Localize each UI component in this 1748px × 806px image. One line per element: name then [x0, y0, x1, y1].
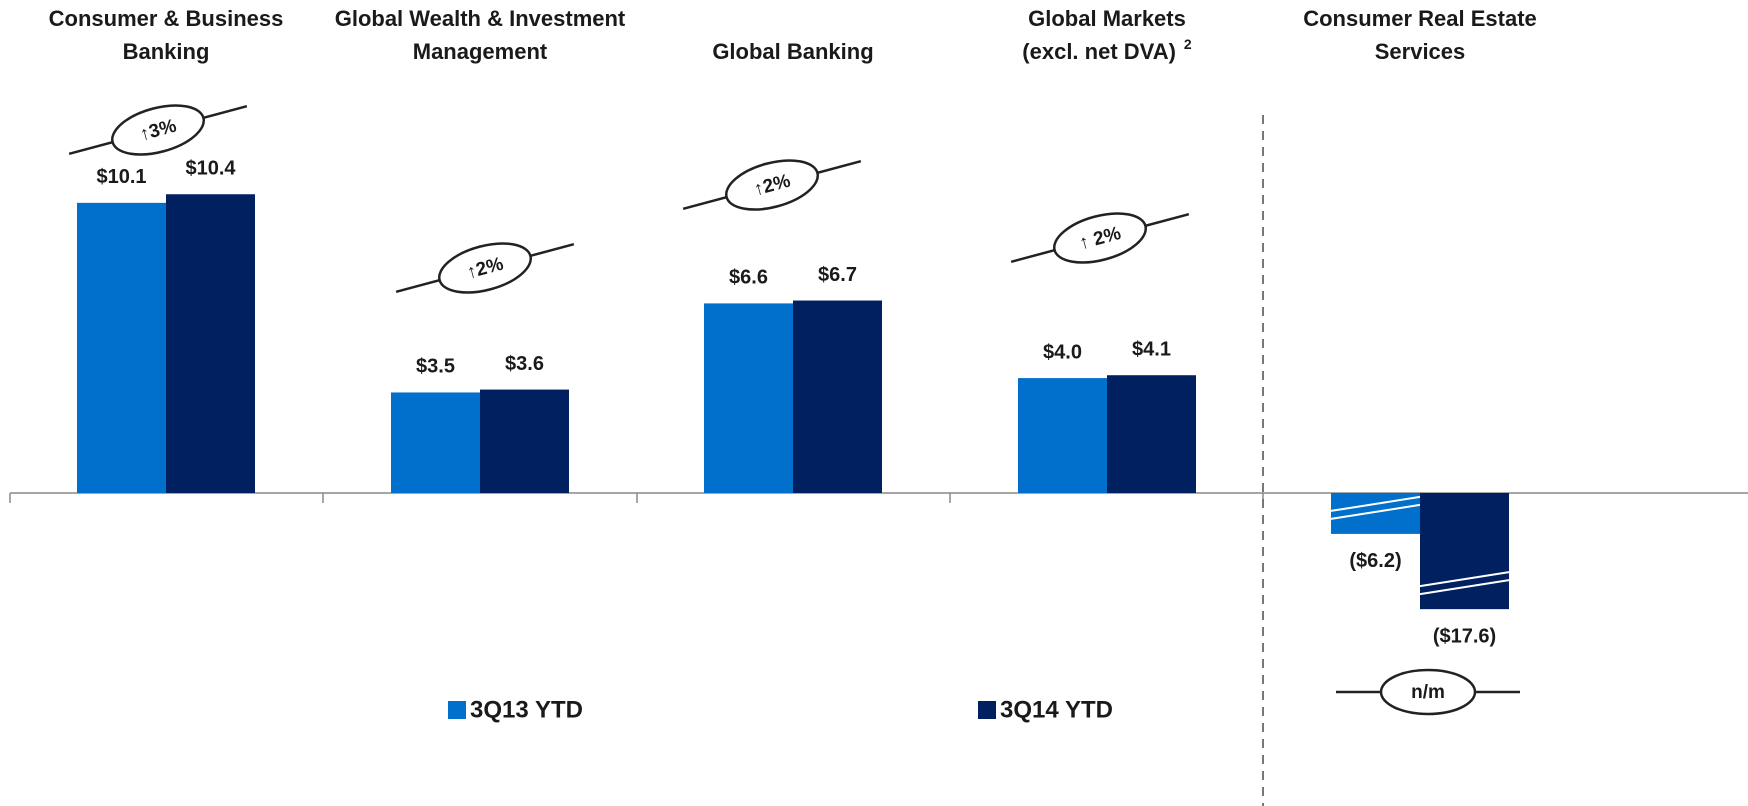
bar — [1107, 375, 1196, 493]
bar — [704, 303, 793, 493]
bar — [391, 392, 480, 493]
change-callout: n/m — [1336, 668, 1520, 716]
axis-break — [1330, 495, 1421, 512]
value-label: $6.7 — [818, 264, 857, 286]
category-label-line: Consumer Real Estate — [1303, 6, 1537, 31]
callout-ellipse — [1379, 668, 1477, 716]
value-label: $6.6 — [729, 267, 768, 289]
axis-break — [1419, 571, 1510, 588]
bar — [1018, 378, 1107, 493]
footnote-ref: 2 — [1184, 36, 1192, 52]
change-callout: ↑2% — [682, 159, 862, 211]
category-label: Global Markets — [1028, 6, 1186, 31]
bar — [1420, 493, 1509, 610]
legend-swatch — [448, 701, 466, 719]
change-callout: ↑ 2% — [1010, 212, 1190, 264]
category-label: Consumer & Business — [49, 6, 284, 31]
category-label: (excl. net DVA) 2 — [1022, 36, 1192, 64]
callout-ellipse — [110, 104, 206, 156]
legend-label: 3Q14 YTD — [1000, 696, 1113, 723]
category-label: Services — [1375, 39, 1466, 64]
category-label-line: Global Banking — [712, 39, 873, 64]
change-callout: ↑3% — [68, 104, 248, 156]
axis-break — [1330, 503, 1421, 520]
legend-label: 3Q13 YTD — [470, 696, 583, 723]
category-label-line: Consumer & Business — [49, 6, 284, 31]
category-label: Management — [413, 39, 548, 64]
callout-ellipse — [724, 159, 820, 211]
category-label-line: Banking — [123, 39, 210, 64]
bar — [480, 389, 569, 493]
value-label: $10.4 — [185, 158, 236, 180]
bar — [77, 202, 166, 493]
bar — [793, 300, 882, 493]
value-label: $4.1 — [1132, 338, 1171, 360]
value-label: $10.1 — [96, 166, 146, 188]
category-label-line: (excl. net DVA) — [1022, 39, 1176, 64]
change-callout: ↑2% — [395, 242, 575, 294]
category-label: Global Wealth & Investment — [335, 6, 626, 31]
axis-break — [1419, 579, 1510, 596]
bar — [166, 194, 255, 493]
change-label: n/m — [1411, 682, 1445, 703]
value-label: $4.0 — [1043, 341, 1082, 363]
category-label-line: Services — [1375, 39, 1466, 64]
category-label: Global Banking — [712, 39, 873, 64]
value-label: ($6.2) — [1349, 550, 1401, 572]
callout-ellipse — [1052, 212, 1148, 264]
legend-swatch — [978, 701, 996, 719]
category-label-line: Global Wealth & Investment — [335, 6, 626, 31]
category-label-line: Global Markets — [1028, 6, 1186, 31]
value-label: $3.6 — [505, 353, 544, 375]
category-label-line: Management — [413, 39, 548, 64]
callout-ellipse — [437, 242, 533, 294]
category-label: Consumer Real Estate — [1303, 6, 1537, 31]
value-label: ($17.6) — [1433, 625, 1496, 647]
category-label: Banking — [123, 39, 210, 64]
value-label: $3.5 — [416, 356, 455, 378]
